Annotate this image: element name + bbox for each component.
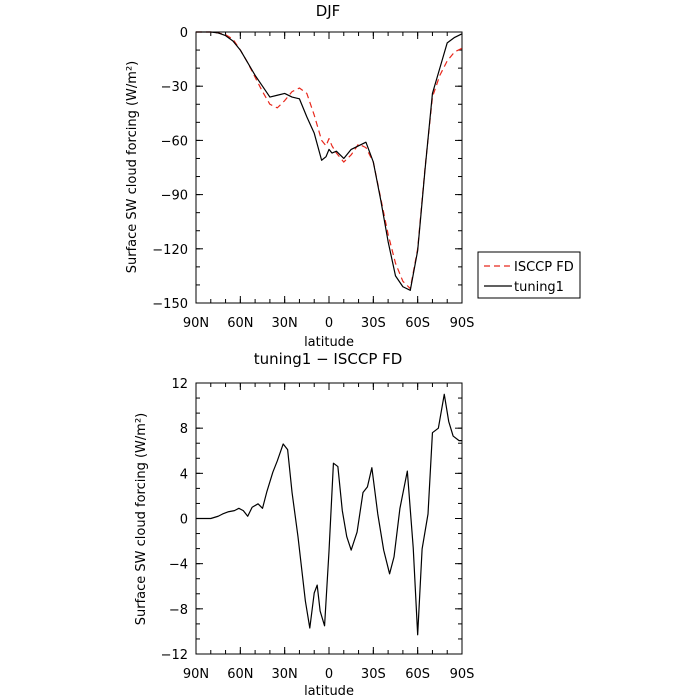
chart-top-y-axis: 0 −30 −60 −90 −120 −150: [152, 26, 462, 312]
x-tick-label: 30N: [272, 667, 298, 682]
chart-bottom-x-axis: 90N 60N 30N 0 30S 60S 90S: [183, 383, 475, 682]
y-tick-label: −30: [161, 80, 188, 95]
x-tick-label: 30S: [361, 316, 386, 331]
x-tick-label: 60N: [227, 316, 253, 331]
series-line-chart1-0: [196, 393, 462, 636]
chart-bottom-series: [196, 393, 462, 636]
x-tick-label: 60S: [405, 667, 430, 682]
chart-bottom-x-label: latitude: [304, 684, 354, 699]
chart-top-plot-frame: [195, 31, 463, 304]
x-tick-label: 0: [325, 316, 333, 331]
chart-top-title: DJF: [316, 2, 341, 20]
chart-top-legend: ISCCP FD tuning1: [477, 251, 581, 299]
y-tick-label: −12: [161, 648, 188, 663]
chart-top-x-label: latitude: [304, 335, 354, 350]
y-tick-label: −8: [169, 603, 188, 618]
chart-bottom: tuning1 − ISCCP FD 12 8 4 0 −4 −8 −12 90N 60N 30…: [134, 350, 474, 699]
x-tick-label: 0: [325, 667, 333, 682]
chart-top-y-label: Surface SW cloud forcing (W/m²): [125, 61, 140, 273]
chart-bottom-title: tuning1 − ISCCP FD: [254, 350, 403, 368]
series-line-isccp-fd: [196, 31, 463, 290]
y-tick-label: 0: [180, 513, 188, 528]
chart-top-series: [196, 31, 463, 291]
x-tick-label: 30S: [361, 667, 386, 682]
chart-top-x-axis: 90N 60N 30N 0 30S 60S 90S: [183, 32, 475, 331]
legend-box: [477, 251, 581, 299]
y-tick-label: −90: [161, 189, 188, 204]
y-tick-label: −120: [152, 243, 188, 258]
y-tick-label: 4: [180, 467, 188, 482]
chart-top: DJF 0−30−60−90−120−150 90N 60N 30N 0 30S 60S 9…: [125, 2, 581, 350]
x-tick-label: 30N: [272, 316, 298, 331]
chart-bottom-plot-frame: [195, 382, 463, 655]
chart-bottom-y-axis: 12 8 4 0 −4 −8 −12: [161, 377, 462, 663]
chart-bottom-y-label: Surface SW cloud forcing (W/m²): [134, 413, 149, 625]
x-tick-label: 90N: [183, 667, 209, 682]
legend-label-isccp-fd: ISCCP FD: [514, 260, 574, 275]
x-tick-label: 90S: [450, 667, 475, 682]
y-tick-label: −150: [152, 297, 188, 312]
y-tick-label: −4: [169, 558, 188, 573]
y-tick-label: 0: [180, 26, 188, 41]
series-line-tuning1: [196, 31, 463, 291]
y-tick-label: 12: [171, 377, 188, 392]
x-tick-label: 60N: [227, 667, 253, 682]
x-tick-label: 90N: [183, 316, 209, 331]
legend-label-tuning1: tuning1: [514, 280, 564, 295]
x-tick-label: 60S: [405, 316, 430, 331]
y-tick-label: −60: [161, 134, 188, 149]
y-tick-label: 8: [180, 422, 188, 437]
x-tick-label: 90S: [450, 316, 475, 331]
